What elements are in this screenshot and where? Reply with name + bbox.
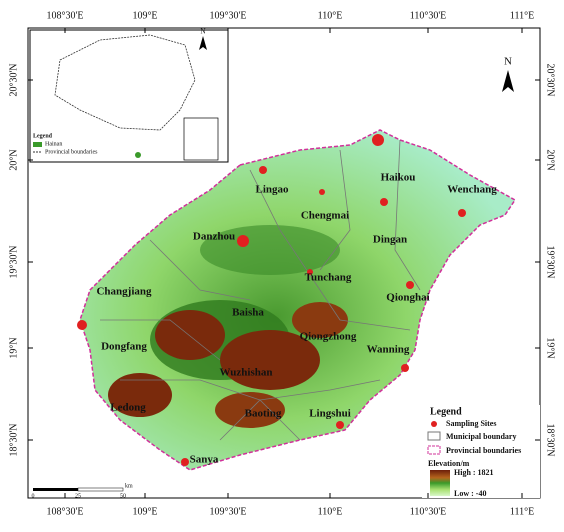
- north-arrow: [502, 70, 514, 92]
- place-label: Baisha: [232, 307, 264, 319]
- legend-elevation-ramp: [430, 470, 450, 496]
- inset: [29, 29, 229, 163]
- place-label: Wuzhishan: [220, 367, 273, 379]
- longitude-label: 109°30'E: [210, 506, 247, 517]
- place-label: Chengmai: [301, 210, 349, 222]
- municipal-boundaries: [100, 139, 421, 441]
- place-label: Wenchang: [447, 184, 497, 196]
- longitude-label: 109°E: [132, 506, 157, 517]
- inset-legend-item: Hainan: [45, 141, 62, 147]
- legend-elevation-title: Elevation/m: [428, 459, 470, 468]
- inset-north-arrow: [199, 36, 207, 50]
- inset-north-label: N: [200, 28, 205, 36]
- sampling-sites: [77, 134, 466, 466]
- longitude-label: 111°E: [510, 10, 534, 21]
- latitude-label: 19°N: [8, 337, 19, 358]
- island: [79, 129, 517, 471]
- scale-label: 0: [32, 493, 35, 499]
- place-label: Dingan: [373, 234, 407, 246]
- place-label: Lingao: [255, 184, 289, 196]
- scale-unit: km: [125, 483, 133, 489]
- longitude-label: 111°E: [510, 506, 534, 517]
- place-label: Qionghai: [386, 292, 429, 304]
- scale-bar: [33, 487, 124, 492]
- latitude-label: 18°30'N: [545, 423, 556, 456]
- place-label: Haikou: [381, 172, 416, 184]
- legend-site-key: [431, 421, 437, 427]
- legend-municipal-key: [427, 431, 441, 441]
- inset-south-sea: [183, 117, 219, 161]
- place-label: Ledong: [110, 402, 146, 414]
- north-label: N: [504, 56, 512, 68]
- longitude-label: 109°30'E: [210, 10, 247, 21]
- latitude-label: 19°N: [545, 337, 556, 358]
- legend-low: Low : -40: [454, 489, 486, 498]
- place-label: Sanya: [190, 454, 219, 466]
- place-label: Qiongzhong: [300, 331, 357, 343]
- legend-title: Legend: [430, 406, 462, 417]
- latitude-label: 20°30'N: [545, 63, 556, 96]
- legend-provincial-key: [427, 445, 441, 455]
- latitude-label: 20°N: [545, 149, 556, 170]
- inset-legend-title: Legend: [33, 133, 53, 139]
- legend-item: Sampling Sites: [446, 419, 496, 428]
- longitude-label: 110°30'E: [410, 506, 447, 517]
- scale-label: 25: [75, 493, 81, 499]
- latitude-label: 20°30'N: [8, 63, 19, 96]
- longitude-label: 110°E: [318, 10, 343, 21]
- longitude-label: 110°30'E: [410, 10, 447, 21]
- place-label: Dongfang: [101, 341, 147, 353]
- longitude-label: 108°30'E: [47, 506, 84, 517]
- place-label: Changjiang: [96, 286, 152, 298]
- legend-item: Municipal boundary: [446, 432, 516, 441]
- place-label: Baoting: [245, 408, 282, 420]
- legend-item: Provincial boundaries: [446, 446, 521, 455]
- legend-high: High : 1821: [454, 468, 494, 477]
- latitude-label: 19°30'N: [545, 245, 556, 278]
- inset-legend-item: Provincial boundaries: [45, 149, 98, 155]
- place-label: Tunchang: [305, 272, 352, 284]
- longitude-label: 109°E: [132, 10, 157, 21]
- inset-hainan: [135, 152, 141, 158]
- place-label: Wanning: [367, 344, 410, 356]
- longitude-label: 110°E: [318, 506, 343, 517]
- mountains: [108, 225, 348, 428]
- latitude-label: 19°30'N: [8, 245, 19, 278]
- latitude-label: 18°30'N: [8, 423, 19, 456]
- place-label: Danzhou: [193, 231, 235, 243]
- inset-hainan-key: [33, 142, 42, 147]
- latitude-label: 20°N: [8, 149, 19, 170]
- place-label: Lingshui: [309, 408, 351, 420]
- inset-china: [54, 34, 196, 131]
- scale-label: 50: [120, 493, 126, 499]
- longitude-label: 108°30'E: [47, 10, 84, 21]
